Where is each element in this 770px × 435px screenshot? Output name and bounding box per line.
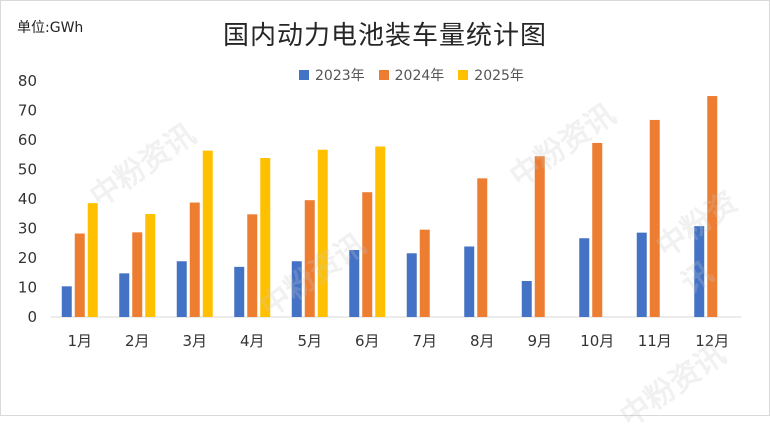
bar-2024年-11月 — [649, 119, 660, 317]
bar-2025年-4月 — [260, 157, 271, 317]
y-tick-label: 0 — [27, 308, 37, 326]
bar-2023年-11月 — [636, 232, 647, 317]
bar-2024年-4月 — [247, 214, 258, 317]
chart-title: 国内动力电池装车量统计图 — [222, 21, 547, 51]
bar-2023年-8月 — [464, 246, 475, 317]
bar-2024年-6月 — [362, 192, 373, 317]
bar-2024年-1月 — [74, 233, 85, 317]
bar-2024年-2月 — [132, 232, 143, 317]
bar-2023年-4月 — [234, 266, 245, 317]
bar-2023年-10月 — [579, 238, 590, 317]
x-tick-label: 8月 — [470, 332, 495, 350]
bar-2024年-12月 — [707, 96, 718, 317]
bar-2023年-1月 — [61, 286, 72, 317]
bar-2023年-12月 — [694, 226, 705, 317]
bar-2023年-5月 — [291, 261, 302, 317]
legend-swatch-2024 — [378, 70, 389, 80]
x-tick-label: 3月 — [182, 332, 207, 350]
y-tick-label: 10 — [18, 279, 37, 297]
chart-plot: 0 10 20 30 40 50 60 70 80 1月 2月 3月 4月 5月 6月 7月 8月 9月 10月 11… — [18, 72, 741, 350]
x-tick-label: 10月 — [580, 332, 614, 350]
bar-2025年-5月 — [317, 149, 328, 317]
x-tick-label: 4月 — [240, 332, 265, 350]
y-tick-label: 50 — [18, 161, 37, 179]
x-tick-label: 2月 — [125, 332, 150, 350]
x-tick-label: 11月 — [638, 332, 672, 350]
bar-2025年-3月 — [202, 150, 213, 317]
x-tick-label: 5月 — [297, 332, 322, 350]
x-tick-label: 9月 — [527, 332, 552, 350]
y-tick-label: 80 — [18, 72, 37, 90]
y-tick-label: 40 — [18, 190, 37, 208]
y-tick-label: 60 — [18, 131, 37, 149]
bar-2023年-9月 — [521, 281, 532, 317]
bar-2024年-9月 — [534, 156, 545, 317]
x-tick-label: 12月 — [695, 332, 729, 350]
x-tick-label: 7月 — [412, 332, 437, 350]
bar-2024年-7月 — [419, 229, 430, 317]
bar-2024年-3月 — [189, 202, 200, 317]
unit-label: 单位:GWh — [17, 20, 84, 36]
bar-2025年-6月 — [375, 146, 386, 317]
legend-item-2023: 2023年 — [299, 65, 365, 85]
bar-2023年-6月 — [349, 250, 360, 317]
bar-2024年-5月 — [304, 200, 315, 317]
legend-item-2024: 2024年 — [378, 65, 445, 85]
y-tick-label: 20 — [18, 249, 37, 267]
legend-label-2023: 2023年 — [315, 68, 365, 84]
x-tick-label: 6月 — [355, 332, 380, 350]
bar-2024年-8月 — [477, 178, 488, 317]
y-tick-label: 70 — [18, 102, 37, 120]
legend-swatch-2023 — [299, 70, 309, 80]
chart-legend: 2023年 2024年 2025年 — [299, 65, 524, 85]
bar-2025年-1月 — [87, 203, 98, 317]
bar-2023年-2月 — [119, 273, 130, 317]
legend-label-2025: 2025年 — [474, 68, 524, 84]
y-tick-label: 30 — [18, 220, 37, 238]
x-tick-label: 1月 — [67, 332, 92, 350]
legend-swatch-2025 — [458, 70, 469, 80]
bar-2024年-10月 — [592, 142, 603, 317]
bar-2023年-7月 — [406, 253, 417, 317]
legend-item-2025: 2025年 — [458, 65, 524, 85]
bar-2023年-3月 — [176, 261, 187, 317]
bar-2025年-2月 — [145, 214, 156, 317]
legend-label-2024: 2024年 — [394, 68, 445, 84]
